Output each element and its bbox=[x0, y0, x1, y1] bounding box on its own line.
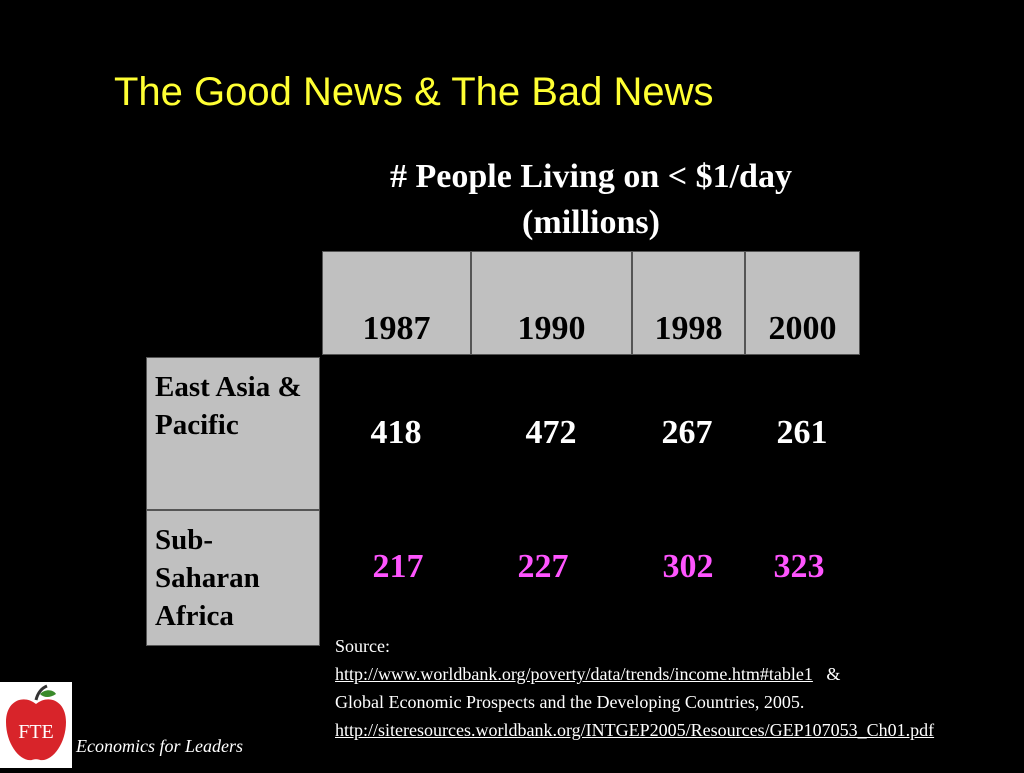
year-header-1987: 1987 bbox=[322, 251, 471, 355]
tagline: Economics for Leaders bbox=[76, 736, 243, 756]
apple-icon: FTE bbox=[6, 684, 66, 761]
row-label-east-asia: East Asia & Pacific bbox=[146, 357, 320, 510]
source-ampersand: & bbox=[826, 664, 841, 684]
year-header-1990: 1990 bbox=[471, 251, 632, 355]
table-cell: 323 bbox=[773, 548, 825, 585]
source-link-worldbank[interactable]: http://www.worldbank.org/poverty/data/tr… bbox=[335, 664, 813, 684]
logo-text: FTE bbox=[18, 721, 54, 743]
row-label-sub-saharan: Sub-Saharan Africa bbox=[146, 510, 320, 646]
source-label: Source: bbox=[335, 636, 390, 656]
year-header-1998: 1998 bbox=[632, 251, 745, 355]
table-cell: 227 bbox=[517, 548, 569, 585]
year-header-2000: 2000 bbox=[745, 251, 860, 355]
table-caption-line2: (millions) bbox=[522, 204, 660, 241]
table-caption-line1: # People Living on < $1/day bbox=[390, 158, 792, 195]
table-cell: 261 bbox=[776, 414, 828, 451]
table-cell: 472 bbox=[525, 414, 577, 451]
table-cell: 302 bbox=[662, 548, 714, 585]
source-note: Source: http://www.worldbank.org/poverty… bbox=[335, 632, 1015, 744]
slide-title: The Good News & The Bad News bbox=[114, 70, 714, 114]
table-cell: 267 bbox=[661, 414, 713, 451]
source-link-gep[interactable]: http://siteresources.worldbank.org/INTGE… bbox=[335, 720, 935, 740]
table-cell: 217 bbox=[372, 548, 424, 585]
table-caption: # People Living on < $1/day (millions) bbox=[322, 154, 860, 246]
table-cell: 418 bbox=[370, 414, 422, 451]
source-text: Global Economic Prospects and the Develo… bbox=[335, 692, 805, 712]
fte-logo: FTE bbox=[0, 682, 72, 768]
